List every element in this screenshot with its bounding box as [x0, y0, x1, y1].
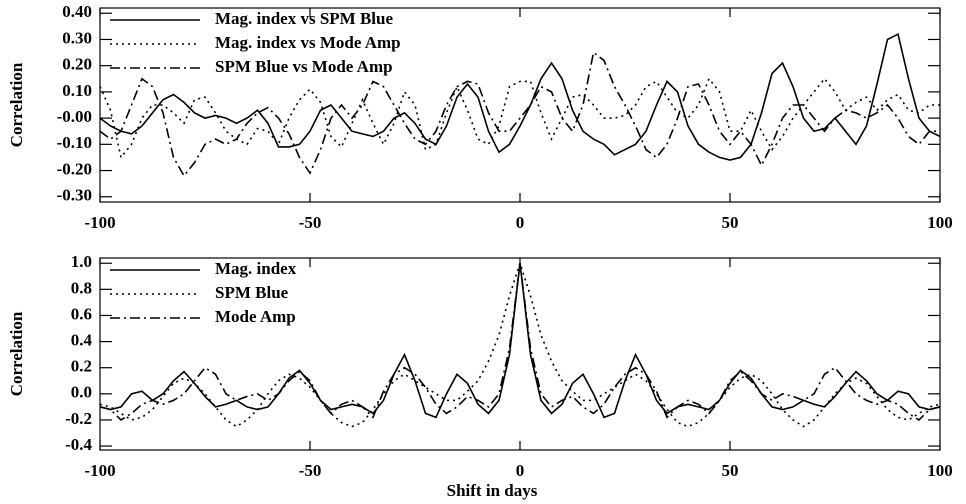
y-axis-label: Correlation [7, 311, 26, 396]
legend-label: SPM Blue [215, 283, 289, 302]
y-axis-label: Correlation [7, 62, 26, 147]
x-tick-label: -100 [84, 461, 115, 480]
legend-label: Mag. index vs SPM Blue [215, 9, 393, 28]
x-tick-label: 0 [516, 461, 525, 480]
y-tick-label: -0.2 [65, 409, 92, 428]
series-line [99, 33, 941, 161]
x-tick-label: 0 [516, 213, 525, 232]
y-tick-label: -0.00 [57, 107, 92, 126]
x-axis-label: Shift in days [447, 481, 538, 500]
x-tick-label: 100 [927, 461, 953, 480]
x-tick-label: 100 [927, 213, 953, 232]
series-line [99, 260, 941, 428]
y-tick-label: 0.10 [62, 81, 92, 100]
legend-label: Mag. index vs Mode Amp [215, 33, 401, 52]
legend-label: Mag. index [215, 259, 297, 278]
legend-label: Mode Amp [215, 307, 296, 326]
y-tick-label: 0.20 [62, 55, 92, 74]
series-line [99, 51, 940, 178]
legend-label: SPM Blue vs Mode Amp [215, 57, 393, 76]
x-tick-label: 50 [722, 461, 739, 480]
x-tick-label: -50 [299, 213, 322, 232]
y-tick-label: 0.4 [71, 330, 93, 349]
y-tick-label: -0.20 [57, 159, 92, 178]
y-tick-label: 0.40 [62, 2, 92, 21]
y-tick-label: -0.4 [65, 435, 92, 454]
y-tick-label: 0.6 [71, 304, 92, 323]
y-tick-label: 0.8 [71, 278, 92, 297]
y-tick-label: 0.2 [71, 357, 92, 376]
x-tick-label: 50 [722, 213, 739, 232]
y-tick-label: -0.10 [57, 133, 92, 152]
y-tick-label: 0.0 [71, 383, 92, 402]
y-tick-label: 1.0 [71, 252, 92, 271]
y-tick-label: -0.30 [57, 186, 92, 205]
x-tick-label: -100 [84, 213, 115, 232]
series-line [99, 263, 941, 421]
y-tick-label: 0.30 [62, 28, 92, 47]
series-line [99, 77, 940, 160]
x-tick-label: -50 [299, 461, 322, 480]
